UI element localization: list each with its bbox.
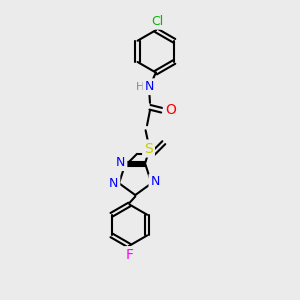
Text: N: N [150, 175, 160, 188]
Text: H: H [136, 82, 145, 92]
Text: N: N [116, 156, 125, 169]
Text: N: N [109, 177, 118, 190]
Text: S: S [144, 142, 153, 155]
Text: O: O [165, 103, 176, 117]
Text: F: F [125, 248, 134, 262]
Text: Cl: Cl [151, 15, 164, 28]
Text: N: N [144, 80, 154, 93]
